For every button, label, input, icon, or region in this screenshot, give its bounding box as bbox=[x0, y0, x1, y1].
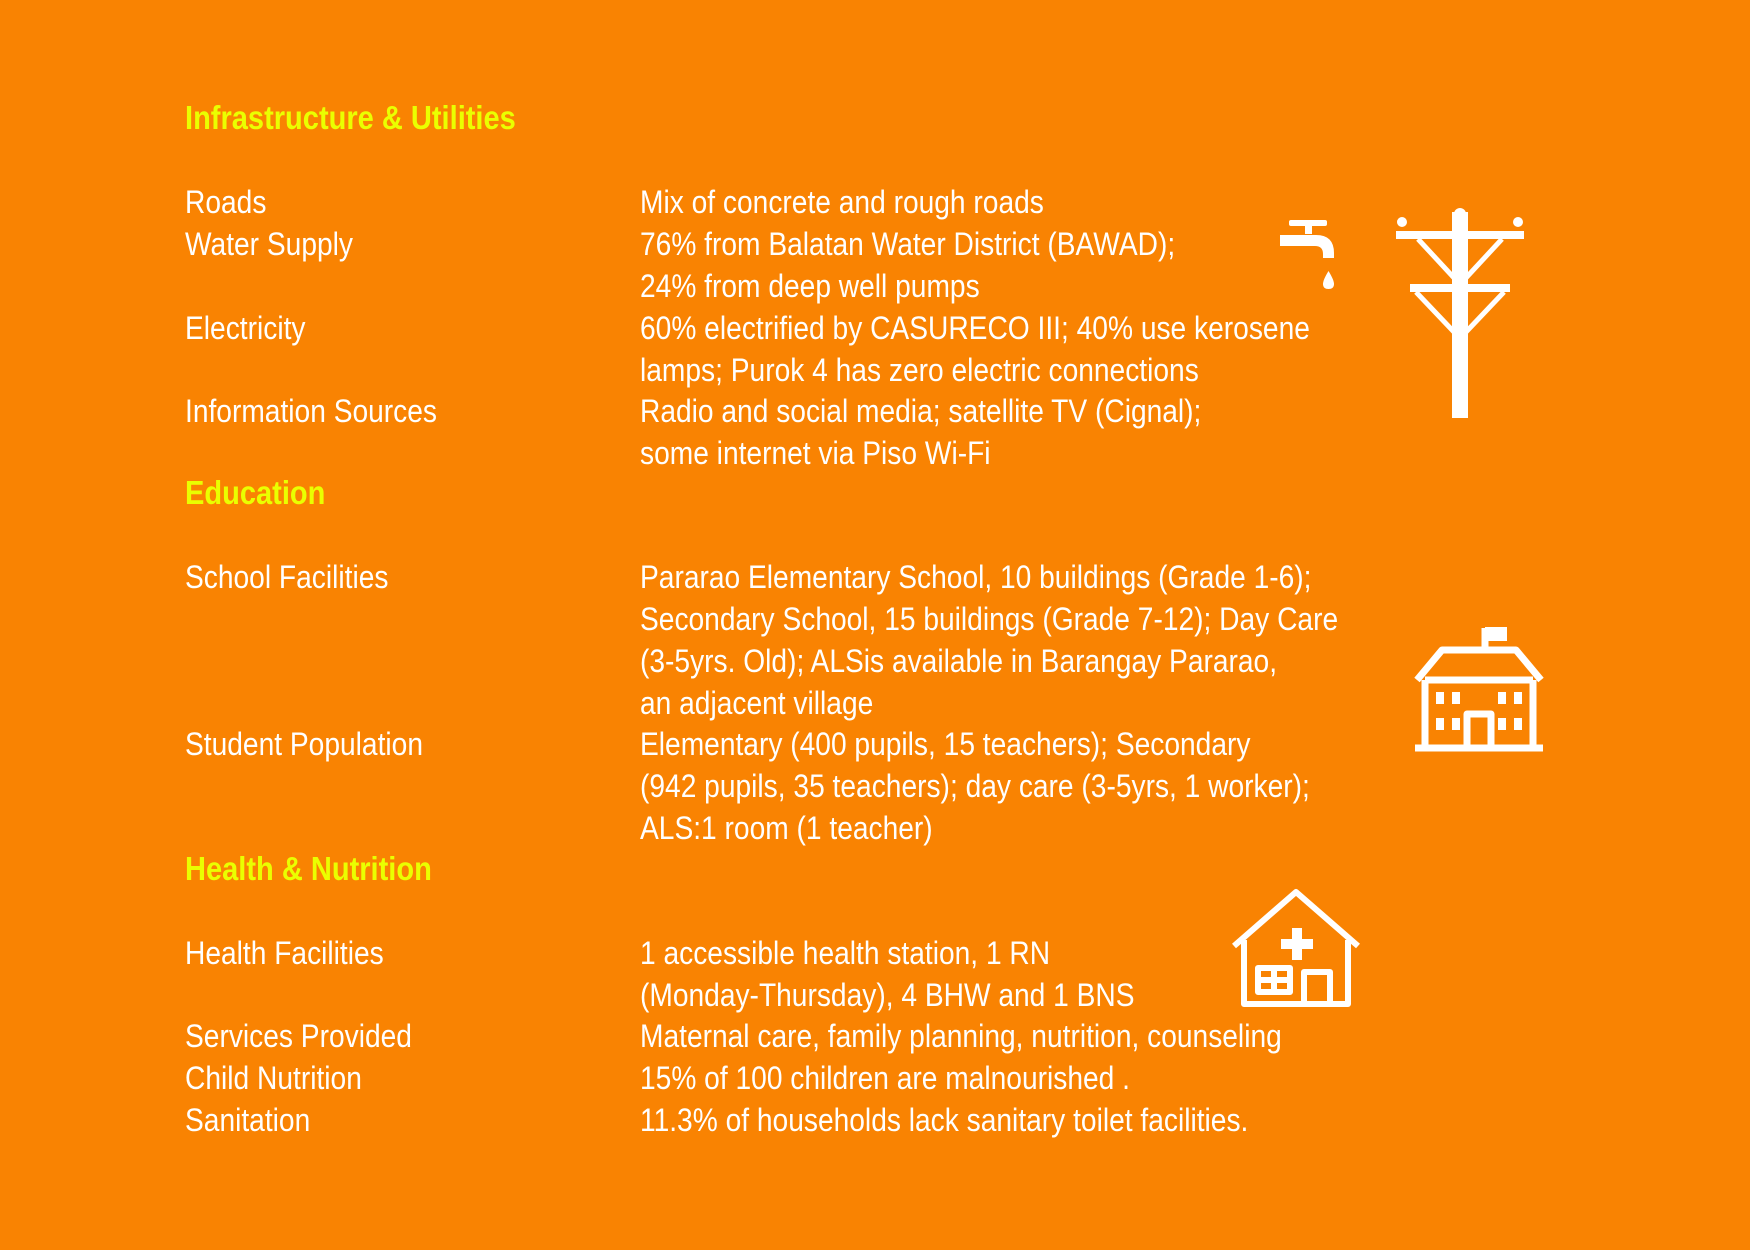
row-value-health-facilities-line-2: (Monday-Thursday), 4 BHW and 1 BNS bbox=[640, 977, 1135, 1013]
row-value-school-facilities-line-4: an adjacent village bbox=[640, 685, 874, 721]
row-value-water-supply-line-1: 76% from Balatan Water District (BAWAD); bbox=[640, 226, 1176, 262]
row-value-student-population-line-3: ALS:1 room (1 teacher) bbox=[640, 810, 933, 846]
row-value-student-population-line-1: Elementary (400 pupils, 15 teachers); Se… bbox=[640, 726, 1251, 762]
row-value-information-sources-line-1: Radio and social media; satellite TV (Ci… bbox=[640, 393, 1202, 429]
row-value-services-provided-line-1: Maternal care, family planning, nutritio… bbox=[640, 1018, 1282, 1054]
row-value-child-nutrition-line-1: 15% of 100 children are malnourished . bbox=[640, 1060, 1130, 1096]
section-heading-infrastructure: Infrastructure & Utilities bbox=[185, 99, 516, 136]
row-label-electricity: Electricity bbox=[185, 310, 306, 346]
row-value-water-supply-line-2: 24% from deep well pumps bbox=[640, 268, 980, 304]
row-label-services-provided: Services Provided bbox=[185, 1018, 412, 1054]
row-value-sanitation-line-1: 11.3% of households lack sanitary toilet… bbox=[640, 1102, 1249, 1138]
row-label-school-facilities: School Facilities bbox=[185, 559, 389, 595]
row-value-student-population-line-2: (942 pupils, 35 teachers); day care (3-5… bbox=[640, 768, 1310, 804]
section-heading-education: Education bbox=[185, 474, 326, 511]
section-heading-health-nutrition: Health & Nutrition bbox=[185, 850, 432, 887]
health-station-icon bbox=[1232, 889, 1360, 1007]
row-label-information-sources: Information Sources bbox=[185, 393, 437, 429]
power-pole-icon bbox=[1396, 208, 1524, 418]
row-label-water-supply: Water Supply bbox=[185, 226, 353, 262]
row-value-electricity-line-1: 60% electrified by CASURECO III; 40% use… bbox=[640, 310, 1310, 346]
row-value-electricity-line-2: lamps; Purok 4 has zero electric connect… bbox=[640, 352, 1199, 388]
row-label-sanitation: Sanitation bbox=[185, 1102, 311, 1138]
row-value-information-sources-line-2: some internet via Piso Wi-Fi bbox=[640, 435, 991, 471]
row-label-roads: Roads bbox=[185, 184, 267, 220]
water-tap-icon bbox=[1280, 220, 1334, 289]
row-value-health-facilities-line-1: 1 accessible health station, 1 RN bbox=[640, 935, 1051, 971]
row-label-student-population: Student Population bbox=[185, 726, 423, 762]
row-value-roads-line-1: Mix of concrete and rough roads bbox=[640, 184, 1044, 220]
row-value-school-facilities-line-3: (3-5yrs. Old); ALSis available in Barang… bbox=[640, 643, 1278, 679]
school-building-icon bbox=[1414, 627, 1544, 752]
row-label-health-facilities: Health Facilities bbox=[185, 935, 384, 971]
row-value-school-facilities-line-1: Pararao Elementary School, 10 buildings … bbox=[640, 559, 1312, 595]
row-label-child-nutrition: Child Nutrition bbox=[185, 1060, 362, 1096]
row-value-school-facilities-line-2: Secondary School, 15 buildings (Grade 7-… bbox=[640, 601, 1339, 637]
